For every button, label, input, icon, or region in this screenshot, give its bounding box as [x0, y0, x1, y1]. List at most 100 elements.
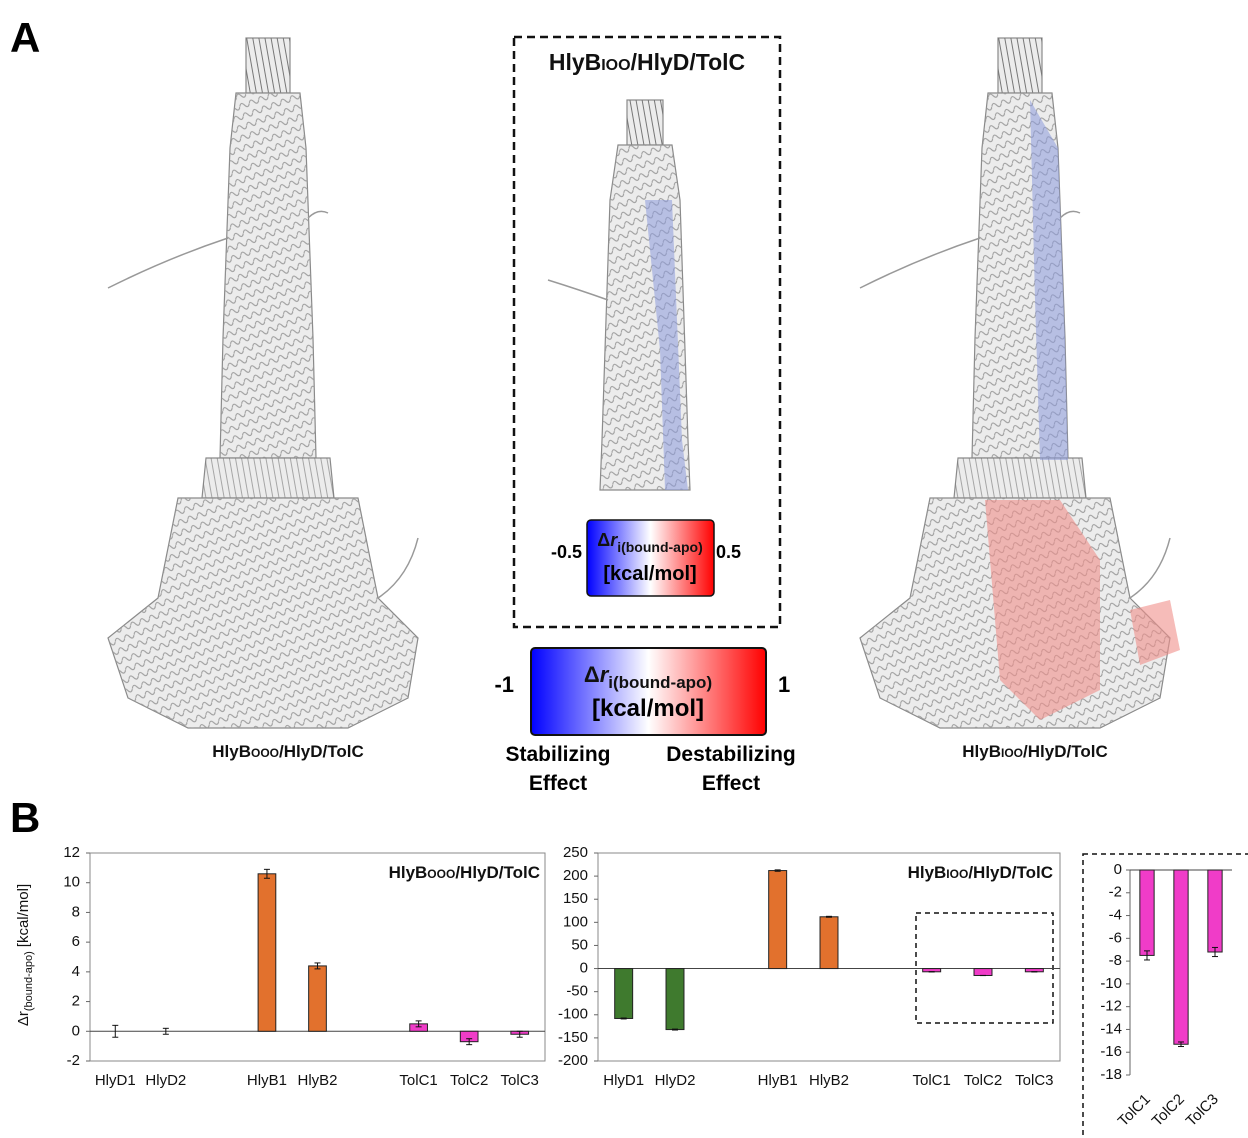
colorbar-label-part: i(bound-apo): [617, 539, 703, 555]
bar: [819, 916, 839, 970]
inset-title-part: IOO: [601, 57, 630, 74]
y-axis-label-part: Δr: [15, 1011, 32, 1026]
x-tick-label: TolC1: [399, 1072, 437, 1089]
x-tick-label: HlyB1: [247, 1072, 287, 1089]
y-tick-label: -10: [1100, 975, 1122, 992]
inset-title-part: HlyB: [549, 49, 601, 75]
y-tick-label: -12: [1100, 998, 1122, 1015]
chart-annotation: HlyBOOO/HlyD/TolC: [389, 863, 540, 882]
y-tick-label: -200: [558, 1052, 588, 1069]
colorbar-label-part: i(bound-apo): [608, 673, 712, 692]
y-tick-label: 100: [563, 913, 588, 930]
x-tick-label: HlyD2: [145, 1072, 186, 1089]
bar: [614, 968, 634, 1019]
bar: [1139, 869, 1155, 956]
y-axis-label: Δr(bound-apo) [kcal/mol]: [15, 884, 35, 1026]
structure-right: [859, 37, 1180, 729]
colorbar-label-part: r: [610, 530, 618, 550]
chart-annotation-part: OOO: [427, 867, 455, 881]
bar: [1207, 869, 1223, 953]
inset-title: HlyBIOO/HlyD/TolC: [549, 49, 745, 75]
y-tick-label: 150: [563, 890, 588, 907]
error-bar: [672, 1028, 678, 1031]
structure-left: [107, 37, 419, 729]
colorbar-label-part: Δ: [597, 530, 610, 550]
y-tick-label: 2: [72, 993, 80, 1010]
x-tick-label: TolC2: [1149, 1091, 1188, 1130]
error-bar: [826, 915, 832, 918]
bar: [308, 965, 327, 1032]
y-tick-label: 200: [563, 867, 588, 884]
x-tick-label: TolC3: [1015, 1072, 1053, 1089]
y-tick-label: 0: [72, 1022, 80, 1039]
colorbar-max: 0.5: [716, 542, 741, 562]
y-tick-label: 6: [72, 933, 80, 950]
plot-frame: [597, 852, 1061, 1062]
structure-caption: HlyBOOO/HlyD/TolC: [212, 742, 363, 761]
colorbar-max: 1: [778, 672, 790, 697]
error-bar: [620, 1017, 627, 1020]
bar: [665, 968, 685, 1031]
x-tick-label: TolC3: [501, 1072, 539, 1089]
y-tick-label: 0: [580, 960, 588, 977]
y-tick-label: -14: [1100, 1020, 1122, 1037]
error-bar: [516, 1030, 523, 1038]
colorbar-min: -0.5: [551, 542, 582, 562]
y-tick-label: -8: [1109, 952, 1122, 969]
y-tick-label: 4: [72, 963, 80, 980]
error-bar: [314, 962, 321, 970]
inset-title-part: /HlyD/TolC: [631, 49, 746, 75]
structure-caption-part: /HlyD/TolC: [279, 742, 364, 761]
effect-label: Destabilizing: [666, 743, 796, 766]
colorbar-label-part: r: [600, 662, 610, 687]
effect-label: Stabilizing: [506, 743, 611, 766]
y-tick-label: 12: [63, 844, 80, 861]
chart-annotation: HlyBIOO/HlyD/TolC: [908, 863, 1053, 882]
x-tick-label: HlyD2: [655, 1072, 696, 1089]
error-bar: [1144, 950, 1150, 961]
x-tick-label: TolC2: [964, 1072, 1002, 1089]
error-bar: [774, 869, 781, 872]
bar: [973, 968, 993, 976]
y-tick-label: -18: [1100, 1066, 1122, 1083]
y-tick-label: -16: [1100, 1043, 1122, 1060]
colorbar-small: [586, 519, 715, 597]
error-bar: [1212, 946, 1218, 958]
colorbar-min: -1: [494, 672, 514, 697]
structure-caption: HlyBIOO/HlyD/TolC: [962, 742, 1107, 761]
chart-annotation-part: /HlyD/TolC: [968, 863, 1053, 882]
colorbar-label-part: Δ: [584, 662, 600, 687]
x-tick-label: TolC1: [1115, 1091, 1154, 1130]
inset-chart-box: [1082, 853, 1248, 1138]
x-tick-label: HlyB2: [809, 1072, 849, 1089]
x-tick-label: TolC3: [1183, 1091, 1222, 1130]
highlight-box: [915, 912, 1054, 1024]
y-tick-label: -4: [1109, 907, 1122, 924]
chart-annotation-part: IOO: [946, 867, 968, 881]
x-tick-label: HlyB2: [297, 1072, 337, 1089]
y-tick-label: -2: [1109, 884, 1122, 901]
y-tick-label: 0: [1114, 861, 1122, 878]
x-tick-label: TolC1: [912, 1072, 950, 1089]
bar: [257, 873, 277, 1032]
x-tick-label: HlyB1: [758, 1072, 798, 1089]
y-tick-label: -2: [67, 1052, 80, 1069]
error-bar: [1178, 1041, 1184, 1048]
inset-box: [512, 35, 782, 629]
chart-annotation-part: HlyB: [908, 863, 947, 882]
effect-label: Effect: [529, 772, 587, 795]
y-tick-label: -150: [558, 1029, 588, 1046]
y-tick-label: 10: [63, 874, 80, 891]
structure-caption-part: OOO: [251, 746, 279, 760]
error-bar: [466, 1038, 473, 1046]
bar: [768, 870, 788, 970]
error-bar: [112, 1024, 119, 1038]
chart-annotation-part: /HlyD/TolC: [455, 863, 540, 882]
y-axis-label-part: [kcal/mol]: [15, 884, 32, 947]
error-bar: [263, 868, 270, 879]
panel-label: B: [10, 794, 40, 841]
colorbar-label: Δri(bound-apo): [584, 662, 712, 692]
effect-label: Effect: [702, 772, 760, 795]
y-tick-label: -6: [1109, 929, 1122, 946]
